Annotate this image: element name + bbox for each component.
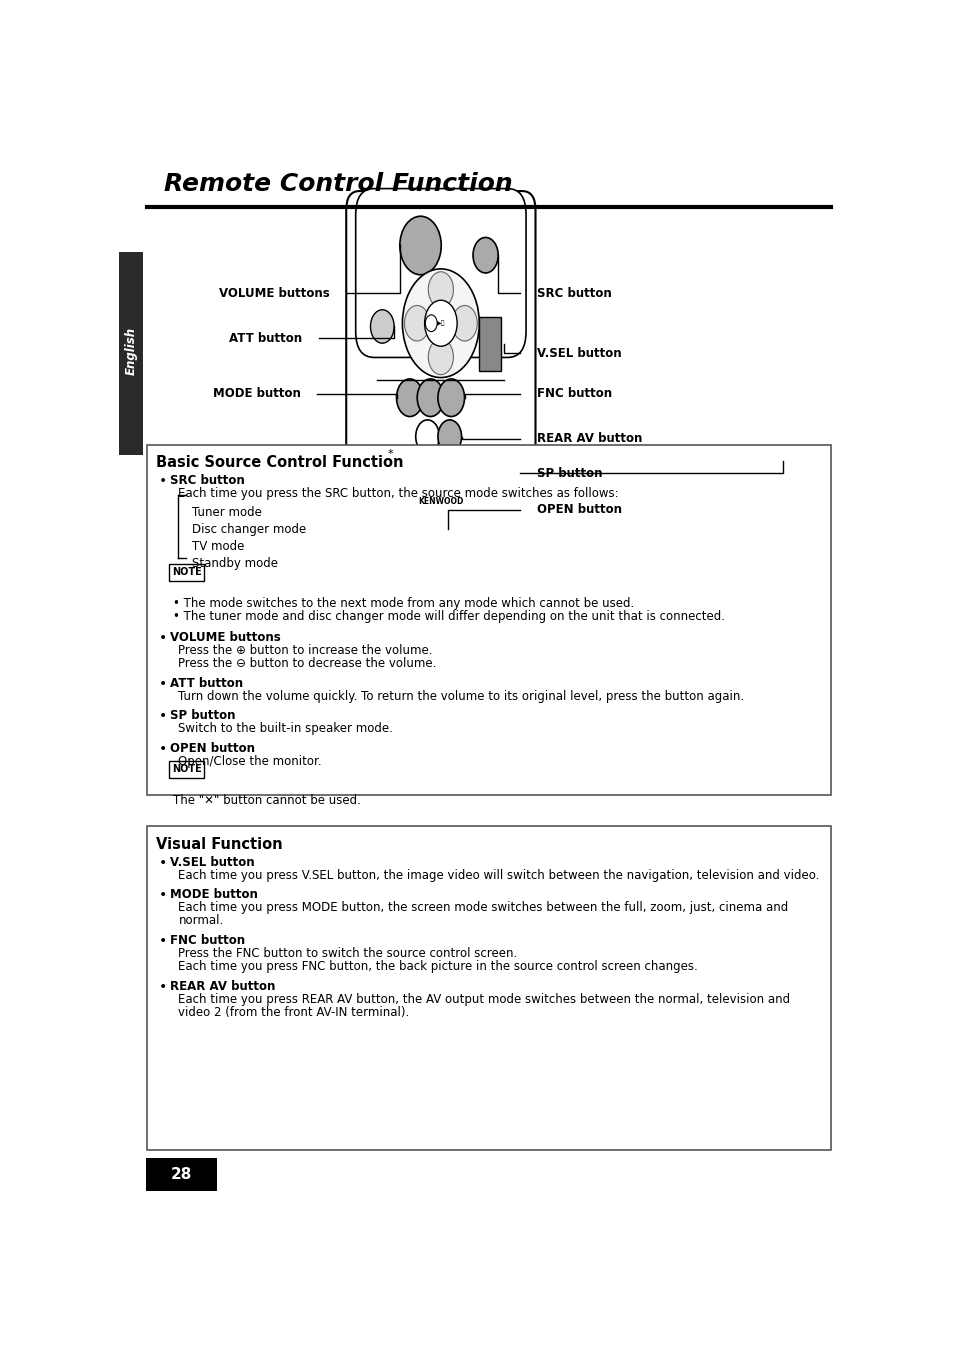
Circle shape (428, 271, 453, 307)
Circle shape (420, 445, 439, 472)
Text: VOLUME buttons: VOLUME buttons (170, 631, 280, 645)
Circle shape (428, 339, 453, 375)
Text: Turn down the volume quickly. To return the volume to its original level, press : Turn down the volume quickly. To return … (178, 689, 743, 703)
FancyBboxPatch shape (478, 318, 500, 372)
Circle shape (402, 269, 478, 377)
Circle shape (424, 300, 456, 346)
FancyBboxPatch shape (169, 761, 203, 778)
Text: •: • (159, 742, 167, 756)
Text: KENWOOD: KENWOOD (417, 497, 463, 506)
Text: Each time you press REAR AV button, the AV output mode switches between the norm: Each time you press REAR AV button, the … (178, 993, 790, 1006)
FancyBboxPatch shape (346, 191, 535, 552)
FancyBboxPatch shape (119, 251, 143, 456)
FancyBboxPatch shape (447, 451, 462, 472)
Text: Remote Control Function: Remote Control Function (164, 172, 512, 197)
Circle shape (437, 379, 464, 417)
Text: VOLUME buttons: VOLUME buttons (219, 286, 330, 300)
Text: Disc changer mode: Disc changer mode (192, 522, 306, 536)
Circle shape (416, 379, 443, 417)
FancyBboxPatch shape (147, 445, 830, 795)
Circle shape (473, 237, 497, 273)
Text: Visual Function: Visual Function (156, 837, 282, 852)
Text: • The tuner mode and disc changer mode will differ depending on the unit that is: • The tuner mode and disc changer mode w… (173, 611, 724, 623)
Text: Open/Close the monitor.: Open/Close the monitor. (178, 754, 322, 768)
Text: MODE button: MODE button (170, 889, 257, 901)
Text: •: • (159, 889, 167, 902)
Text: •: • (159, 980, 167, 993)
Circle shape (399, 216, 441, 274)
Text: Basic Source Control Function: Basic Source Control Function (156, 456, 403, 471)
Text: V.SEL button: V.SEL button (170, 856, 253, 868)
Circle shape (370, 309, 394, 343)
Text: •: • (159, 677, 167, 691)
Text: SRC button: SRC button (537, 286, 611, 300)
FancyBboxPatch shape (355, 189, 525, 357)
Circle shape (452, 305, 476, 341)
Text: Tuner mode: Tuner mode (192, 506, 261, 518)
Text: REAR AV button: REAR AV button (170, 980, 274, 993)
Text: •: • (159, 631, 167, 645)
Text: SP button: SP button (537, 467, 602, 479)
Text: Each time you press MODE button, the screen mode switches between the full, zoom: Each time you press MODE button, the scr… (178, 901, 788, 915)
Text: MODE button: MODE button (213, 387, 300, 400)
FancyBboxPatch shape (169, 563, 203, 581)
Text: REAR AV button: REAR AV button (537, 432, 641, 445)
Text: video 2 (from the front AV-IN terminal).: video 2 (from the front AV-IN terminal). (178, 1006, 409, 1019)
Text: Press the ⊕ button to increase the volume.: Press the ⊕ button to increase the volum… (178, 645, 433, 657)
Text: •: • (159, 474, 167, 489)
Circle shape (418, 463, 448, 505)
Text: TV mode: TV mode (192, 540, 244, 552)
Text: The "✕" button cannot be used.: The "✕" button cannot be used. (173, 794, 361, 807)
Text: OPEN button: OPEN button (537, 503, 621, 516)
Circle shape (437, 419, 461, 453)
Text: Switch to the built-in speaker mode.: Switch to the built-in speaker mode. (178, 722, 393, 735)
FancyBboxPatch shape (146, 1158, 216, 1191)
Text: FNC button: FNC button (537, 387, 612, 400)
Text: NOTE: NOTE (172, 567, 201, 577)
Text: *: * (387, 449, 393, 459)
Text: ▶⏸: ▶⏸ (436, 320, 445, 326)
Text: •: • (159, 934, 167, 949)
Text: •: • (159, 710, 167, 723)
Circle shape (425, 315, 436, 331)
Text: English: English (125, 327, 137, 375)
Text: •: • (159, 856, 167, 870)
Text: Each time you press the SRC button, the source mode switches as follows:: Each time you press the SRC button, the … (178, 487, 618, 501)
Text: Standby mode: Standby mode (192, 556, 277, 570)
Text: V.SEL button: V.SEL button (537, 346, 621, 360)
FancyBboxPatch shape (147, 826, 830, 1151)
Text: normal.: normal. (178, 915, 223, 927)
Text: 28: 28 (171, 1167, 192, 1182)
Text: SP button: SP button (170, 710, 234, 722)
Text: Each time you press FNC button, the back picture in the source control screen ch: Each time you press FNC button, the back… (178, 961, 698, 973)
Text: NOTE: NOTE (172, 764, 201, 775)
Text: • The mode switches to the next mode from any mode which cannot be used.: • The mode switches to the next mode fro… (173, 597, 634, 611)
Text: Press the FNC button to switch the source control screen.: Press the FNC button to switch the sourc… (178, 947, 517, 959)
Text: ATT button: ATT button (230, 332, 302, 345)
Text: Press the ⊖ button to decrease the volume.: Press the ⊖ button to decrease the volum… (178, 657, 436, 670)
Circle shape (416, 419, 439, 453)
Text: FNC button: FNC button (170, 934, 244, 947)
Text: Each time you press V.SEL button, the image video will switch between the naviga: Each time you press V.SEL button, the im… (178, 868, 819, 882)
Text: OPEN button: OPEN button (170, 742, 254, 754)
Text: ATT button: ATT button (170, 677, 242, 689)
Text: SRC button: SRC button (170, 474, 244, 487)
Circle shape (404, 305, 429, 341)
Circle shape (396, 379, 423, 417)
